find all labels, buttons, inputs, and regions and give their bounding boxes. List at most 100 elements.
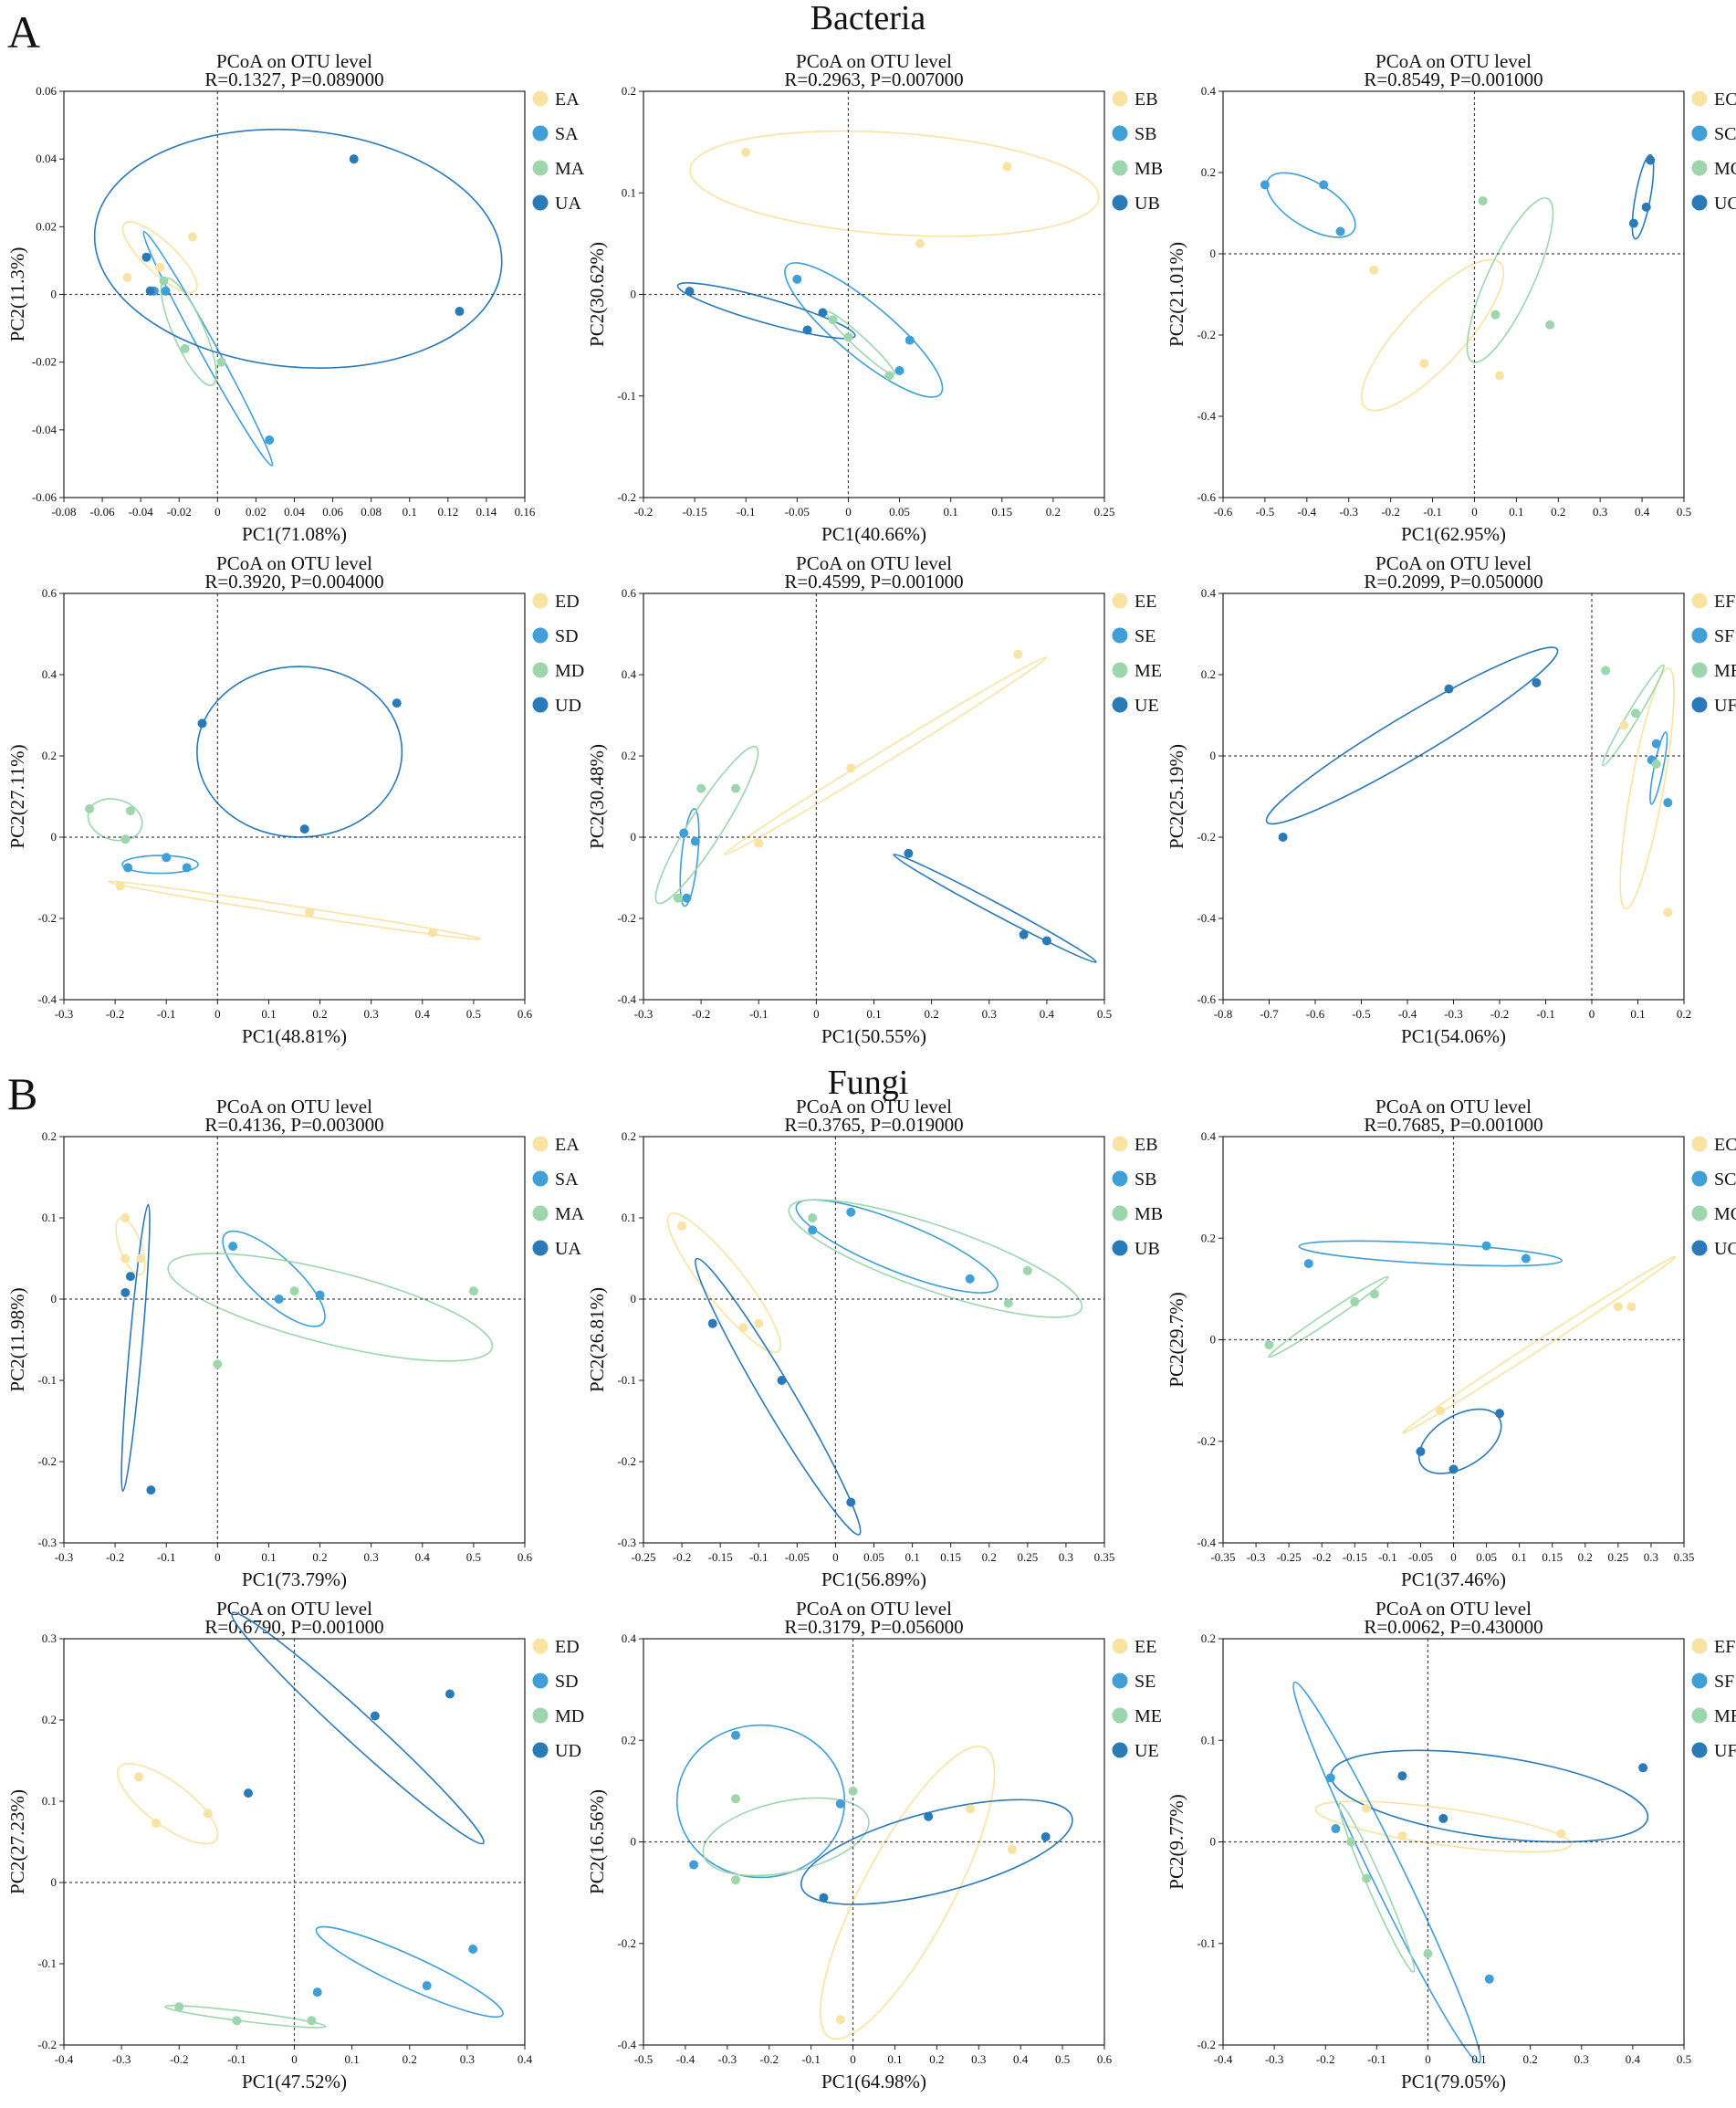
y-tick-label: 0.2 (622, 1733, 636, 1746)
x-tick-label: -0.1 (1423, 505, 1442, 519)
legend-label: EA (555, 1135, 580, 1155)
data-point-ud (370, 1711, 380, 1721)
x-tick-label: -0.4 (55, 2052, 74, 2066)
legend-label: SD (555, 626, 579, 646)
legend-label: MB (1135, 1204, 1163, 1224)
confidence-ellipse-ua (120, 1203, 151, 1493)
legend-marker-ma (532, 160, 549, 176)
confidence-ellipse-md (164, 2004, 327, 2029)
confidence-ellipse-ue (800, 1799, 1073, 1905)
x-tick-label: -0.2 (170, 2052, 189, 2066)
data-point-sd (162, 853, 172, 863)
x-tick-label: 0.1 (1509, 505, 1523, 519)
confidence-ellipse-ec (1360, 258, 1505, 412)
confidence-ellipse-sa (222, 1230, 326, 1327)
x-tick-label: -0.1 (1536, 1007, 1555, 1021)
legend-label: EC (1714, 1135, 1736, 1155)
x-tick-label: 0.3 (1593, 505, 1607, 519)
data-point-ua (146, 1485, 156, 1495)
confidence-ellipse-sc (1266, 172, 1356, 238)
confidence-ellipse-ea (115, 1217, 146, 1276)
x-axis-label: PC1(40.66%) (821, 523, 926, 545)
legend-marker-sa (532, 1170, 549, 1187)
legend-label: UB (1135, 1239, 1160, 1259)
plot-frame (643, 1136, 1105, 1544)
legend-marker-sb (1112, 1170, 1128, 1187)
data-point-ma (468, 1286, 478, 1296)
data-point-ec (1419, 359, 1429, 369)
legend-label: MD (555, 1706, 584, 1726)
legend-marker-ec (1691, 90, 1708, 107)
section-a-title: Bacteria (810, 0, 926, 37)
data-point-ee (1013, 649, 1023, 659)
data-point-eb (754, 1318, 764, 1328)
data-point-sd (468, 1944, 478, 1954)
x-tick-label: 0.4 (1040, 1007, 1055, 1021)
data-point-ua (455, 307, 465, 317)
data-point-mf (1601, 666, 1611, 676)
x-tick-label: -0.06 (90, 505, 116, 519)
data-point-ec (1436, 1406, 1446, 1416)
section-a-letter: A (7, 6, 40, 58)
y-tick-label: 0.2 (1201, 165, 1216, 179)
legend-marker-uf (1691, 1742, 1708, 1758)
legend-marker-ma (532, 1205, 549, 1222)
data-point-uc (1646, 155, 1656, 165)
confidence-ellipse-md (87, 798, 143, 842)
legend-label: EB (1135, 89, 1158, 110)
confidence-ellipse-mc (1268, 1275, 1389, 1358)
legend-marker-mb (1112, 1205, 1128, 1222)
legend-marker-ee (1112, 1638, 1128, 1654)
chart-stats: R=0.1327, P=0.089000 (204, 68, 383, 90)
y-tick-label: 0 (51, 830, 58, 844)
x-tick-label: 0.2 (925, 1007, 939, 1021)
x-tick-label: 0.1 (345, 2052, 360, 2066)
x-tick-label: 0.1 (905, 1550, 919, 1564)
x-tick-label: 0 (832, 1550, 839, 1564)
legend-marker-mc (1691, 160, 1708, 176)
data-point-mc (1478, 196, 1488, 206)
x-axis-label: PC1(73.79%) (242, 1568, 347, 1590)
data-point-uf (1397, 1771, 1407, 1781)
y-axis-label: PC2(11.3%) (6, 247, 28, 342)
legend-label: UC (1714, 1239, 1736, 1259)
data-point-me (848, 1786, 858, 1796)
y-tick-label: -0.02 (32, 355, 57, 369)
legend-label: SE (1135, 1672, 1156, 1692)
x-tick-label: -0.7 (1260, 1007, 1279, 1021)
legend-label: EF (1714, 1637, 1735, 1657)
legend-label: EB (1135, 1135, 1158, 1155)
y-tick-label: 0.4 (1201, 84, 1217, 98)
data-point-mc (1264, 1340, 1274, 1350)
y-axis-label: PC2(16.56%) (586, 1789, 608, 1894)
legend-marker-ee (1112, 593, 1128, 609)
y-tick-label: 0.02 (36, 219, 57, 233)
x-tick-label: 0.04 (284, 505, 305, 519)
data-point-sf (1325, 1773, 1335, 1783)
y-tick-label: 0.06 (36, 84, 57, 98)
x-tick-label: 0.4 (1013, 2052, 1029, 2066)
x-axis-label: PC1(79.05%) (1401, 2071, 1506, 2092)
x-tick-label: 0.25 (1017, 1550, 1038, 1564)
x-tick-label: -0.35 (1210, 1550, 1235, 1564)
confidence-ellipse-mf (1602, 664, 1665, 767)
legend-marker-ed (532, 593, 549, 609)
legend-label: ME (1135, 661, 1162, 681)
data-point-mb (1022, 1265, 1032, 1275)
data-point-sd (123, 863, 133, 873)
legend-label: UA (555, 1239, 581, 1259)
legend-marker-ub (1112, 194, 1128, 211)
x-tick-label: 0.3 (364, 1550, 379, 1564)
y-axis-label: PC2(30.48%) (586, 744, 608, 849)
y-tick-label: 0.1 (42, 1211, 57, 1224)
y-tick-label: -0.4 (617, 992, 636, 1006)
x-tick-label: 0.15 (1542, 1550, 1563, 1564)
y-tick-label: -0.3 (617, 1536, 636, 1549)
y-tick-label: -0.1 (1197, 1936, 1216, 1950)
data-point-sb (894, 365, 905, 375)
x-tick-label: -0.25 (1277, 1550, 1302, 1564)
legend-marker-ue (1112, 1742, 1128, 1758)
x-tick-label: -0.6 (1306, 1007, 1325, 1021)
